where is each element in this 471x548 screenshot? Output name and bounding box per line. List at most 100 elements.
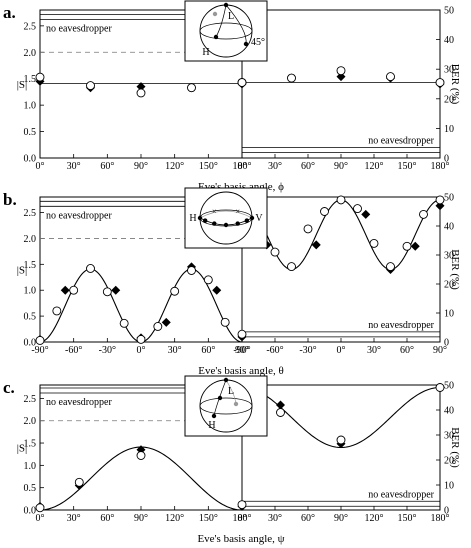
right-data-point (237, 78, 247, 87)
sphere-label: H (189, 213, 196, 224)
right-data-point (386, 262, 395, 272)
sphere-point (211, 413, 217, 419)
left-x-tick-label: 180° (233, 513, 252, 524)
right-fit-curve (241, 199, 441, 271)
left-x-tick-label: 0° (36, 161, 45, 172)
right-no-eavesdropper-label: no eavesdropper (368, 136, 434, 147)
right-y-tick-label: 30 (444, 251, 454, 262)
right-x-tick-label: 60° (400, 345, 414, 356)
right-data-point (270, 247, 280, 257)
left-y-tick-label: 1.0 (24, 101, 37, 112)
sphere-point (233, 401, 239, 407)
left-data-point (74, 477, 84, 487)
left-y-axis-label: |S| (17, 79, 28, 91)
left-y-tick-label: 1.5 (24, 439, 37, 450)
bloch-sphere-inset-a: L H 45° (184, 0, 268, 62)
right-y-tick-label: 10 (444, 481, 454, 492)
right-data-point (276, 400, 285, 410)
right-x-tick-label: 120° (365, 161, 384, 172)
left-y-tick-label: 1.5 (24, 74, 37, 85)
left-x-tick-label: 150° (199, 161, 218, 172)
right-data-point (369, 238, 379, 248)
left-data-point (187, 83, 196, 93)
left-data-point (136, 451, 146, 460)
left-y-tick-label: 1.0 (24, 286, 37, 297)
left-x-tick-label: -30° (99, 345, 116, 356)
right-data-point (435, 195, 445, 205)
sphere-label: L (228, 11, 234, 22)
left-data-point (35, 335, 45, 345)
bloch-sphere-inset-c: LH (184, 375, 268, 437)
inset-frame (184, 375, 268, 437)
left-y-tick-label: 2.0 (24, 416, 37, 427)
right-no-eavesdropper-label: no eavesdropper (368, 489, 434, 500)
right-y-tick-label: 40 (444, 406, 454, 417)
left-data-point (119, 318, 129, 328)
right-data-point (287, 262, 296, 272)
left-x-tick-label: -60° (65, 345, 82, 356)
left-x-tick-label: 120° (165, 513, 184, 524)
sphere-point (249, 215, 255, 221)
left-x-tick-label: 120° (165, 161, 184, 172)
left-data-point (52, 306, 62, 316)
sphere-point (243, 41, 249, 47)
left-x-tick-label: 60° (100, 513, 114, 524)
sphere-point (212, 11, 218, 17)
sphere-point (197, 215, 203, 221)
left-x-tick-label: 60° (201, 345, 215, 356)
left-y-tick-label: 0.5 (24, 483, 37, 494)
left-x-tick-label: 30° (67, 513, 81, 524)
left-x-tick-label: 150° (199, 513, 218, 524)
left-y-tick-label: 0.5 (24, 312, 37, 323)
left-x-tick-label: 90° (235, 345, 249, 356)
sphere-equator (199, 22, 253, 40)
sphere-point (223, 222, 229, 228)
right-data-point (419, 209, 428, 219)
sphere-cross: × (212, 207, 217, 216)
right-x-tick-label: 0° (238, 513, 247, 524)
left-y-tick-label: 2.5 (24, 208, 37, 219)
bloch-sphere-inset-b: × × H V (184, 187, 268, 249)
left-data-point (136, 82, 146, 92)
right-y-tick-label: 20 (444, 456, 454, 467)
left-y-axis-label: |S| (17, 265, 28, 277)
right-data-point (276, 408, 285, 417)
right-y-axis-label: BER (%) (449, 64, 461, 105)
left-data-point (102, 287, 112, 297)
right-x-tick-label: 0° (337, 345, 346, 356)
right-data-point (435, 383, 445, 392)
right-data-point (320, 207, 329, 216)
right-x-tick-label: 90° (334, 513, 348, 524)
left-data-point (212, 285, 222, 295)
left-data-point (170, 286, 180, 296)
right-data-point (435, 78, 445, 87)
left-data-point (60, 285, 70, 295)
sphere-label: 45° (251, 37, 265, 48)
left-y-tick-label: 2.5 (24, 21, 37, 32)
right-x-tick-label: 90° (433, 345, 447, 356)
left-data-point (35, 503, 45, 513)
right-data-point (386, 72, 395, 82)
sphere-point (203, 218, 208, 223)
left-data-point (35, 72, 45, 82)
right-y-tick-label: 30 (444, 65, 454, 76)
left-data-point (161, 317, 171, 327)
right-y-tick-label: 10 (444, 309, 454, 320)
right-y-tick-label: 40 (444, 35, 454, 46)
right-y-tick-label: 30 (444, 431, 454, 442)
right-x-tick-label: -60° (266, 345, 283, 356)
panel-label: c. (3, 378, 15, 397)
panel-label: b. (3, 190, 17, 209)
left-y-tick-label: 0.0 (24, 154, 37, 165)
right-data-point (353, 204, 362, 214)
right-data-point (336, 66, 346, 76)
right-x-tick-label: -30° (299, 345, 316, 356)
sphere-label: V (255, 213, 263, 224)
sphere-meridian (225, 4, 247, 45)
left-x-tick-label: 180° (233, 161, 252, 172)
sphere-arc-back (199, 210, 253, 219)
left-x-tick-label: -90° (31, 345, 48, 356)
sphere-label: H (202, 47, 209, 58)
left-data-point (69, 285, 79, 295)
